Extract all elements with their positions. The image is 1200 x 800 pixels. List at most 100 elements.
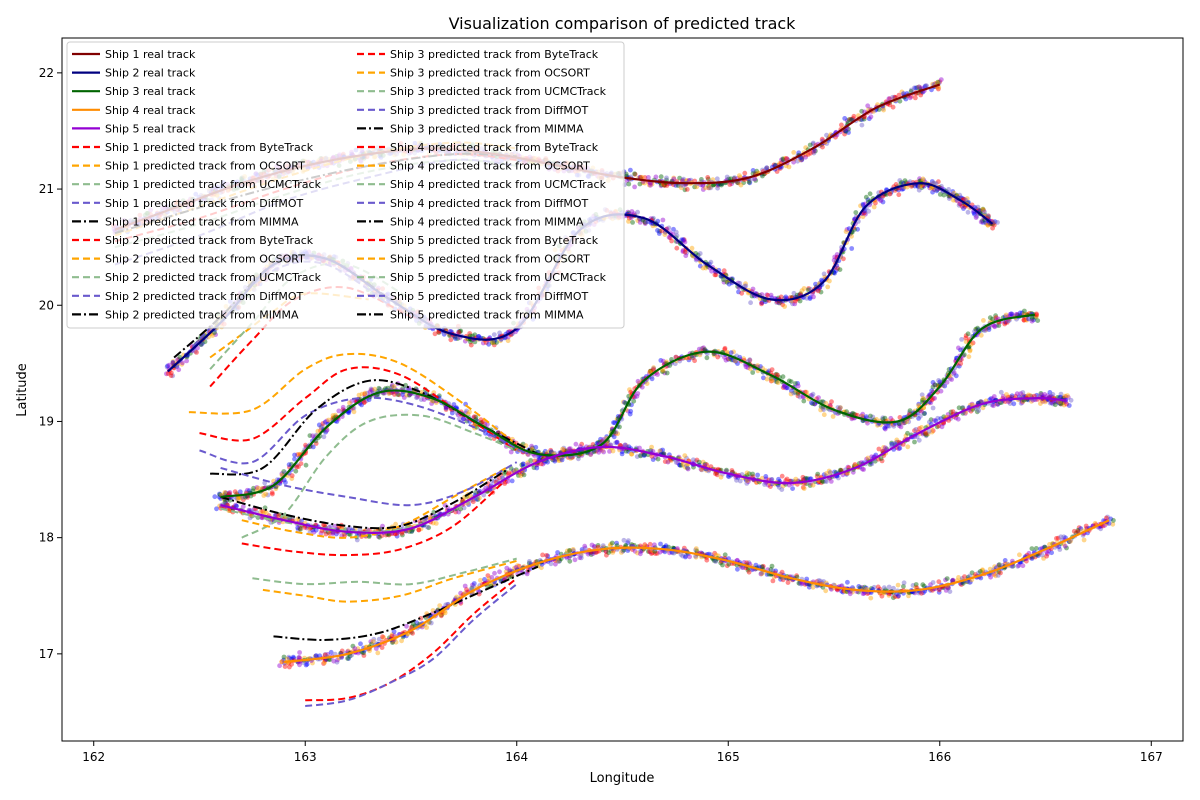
observation-point [358,641,363,647]
observation-point [774,169,780,174]
observation-point [214,506,219,512]
observation-point [606,550,612,555]
observation-point [1054,536,1059,541]
observation-point [638,551,643,557]
observation-point [468,342,474,348]
observation-point [552,458,558,464]
observation-point [820,144,825,150]
observation-point [588,452,593,457]
observation-point [1017,552,1022,558]
observation-point [414,395,419,401]
observation-point [846,126,851,132]
observation-point [844,118,850,124]
observation-point [816,395,821,400]
observation-point [961,206,966,211]
observation-point [803,145,809,151]
observation-point [880,106,886,111]
observation-point [724,174,730,180]
observation-point [784,156,789,162]
observation-point [661,182,667,188]
observation-point [693,546,699,551]
observation-point [684,187,690,192]
observation-point [930,580,936,585]
observation-point [232,489,238,495]
observation-point [947,589,953,594]
observation-point [743,364,749,370]
observation-point [697,251,703,256]
observation-point [194,350,199,355]
observation-point [671,175,677,181]
observation-point [380,634,385,640]
observation-point [296,655,302,660]
observation-point [699,177,704,182]
observation-point [764,165,770,171]
observation-point [739,290,745,296]
observation-point [715,354,721,360]
observation-point [376,385,382,391]
observation-point [887,191,893,197]
observation-point [710,182,716,188]
observation-point [819,136,825,142]
observation-point [839,122,844,128]
observation-point [635,378,641,384]
observation-point [345,656,350,661]
observation-point [799,157,804,163]
observation-point [859,122,865,128]
observation-point [632,171,638,177]
observation-point [843,129,849,134]
observation-point [801,398,807,404]
observation-point [428,620,434,626]
observation-point [688,177,694,183]
observation-point [1062,543,1068,549]
observation-point [824,141,830,146]
observation-point [681,176,686,182]
observation-point [706,183,712,189]
observation-point [347,400,352,406]
observation-point [746,569,752,575]
observation-point [920,582,926,588]
observation-point [913,95,918,101]
observation-point [750,171,756,177]
observation-point [689,245,695,251]
observation-point [722,345,728,351]
observation-point [907,95,913,101]
observation-point [965,331,971,337]
observation-point [719,182,724,188]
observation-point [237,489,243,495]
observation-point [647,541,653,547]
observation-point [492,570,497,576]
observation-point [868,114,874,120]
observation-point [692,358,697,364]
observation-point [930,405,936,411]
observation-point [649,181,655,187]
observation-point [848,116,853,122]
observation-point [677,175,682,181]
observation-point [895,582,901,588]
observation-point [715,183,721,188]
observation-point [534,465,540,471]
observation-point [279,659,285,665]
observation-point [973,215,979,221]
observation-point [706,185,712,191]
observation-point [810,141,816,147]
observation-point [448,337,454,343]
observation-point [682,249,688,255]
observation-point [682,239,688,245]
observation-point [437,603,443,608]
observation-point [286,462,292,468]
observation-point [784,156,790,162]
observation-point [506,470,512,476]
observation-point [642,180,648,186]
observation-point [644,381,650,386]
observation-point [1033,546,1039,551]
observation-point [508,449,514,455]
observation-point [795,158,800,164]
observation-point [956,345,961,351]
observation-point [646,175,651,180]
observation-point [340,404,346,410]
observation-point [303,462,309,468]
observation-point [779,569,785,575]
observation-point [490,340,496,345]
observation-point [375,650,381,656]
observation-point [662,232,668,238]
